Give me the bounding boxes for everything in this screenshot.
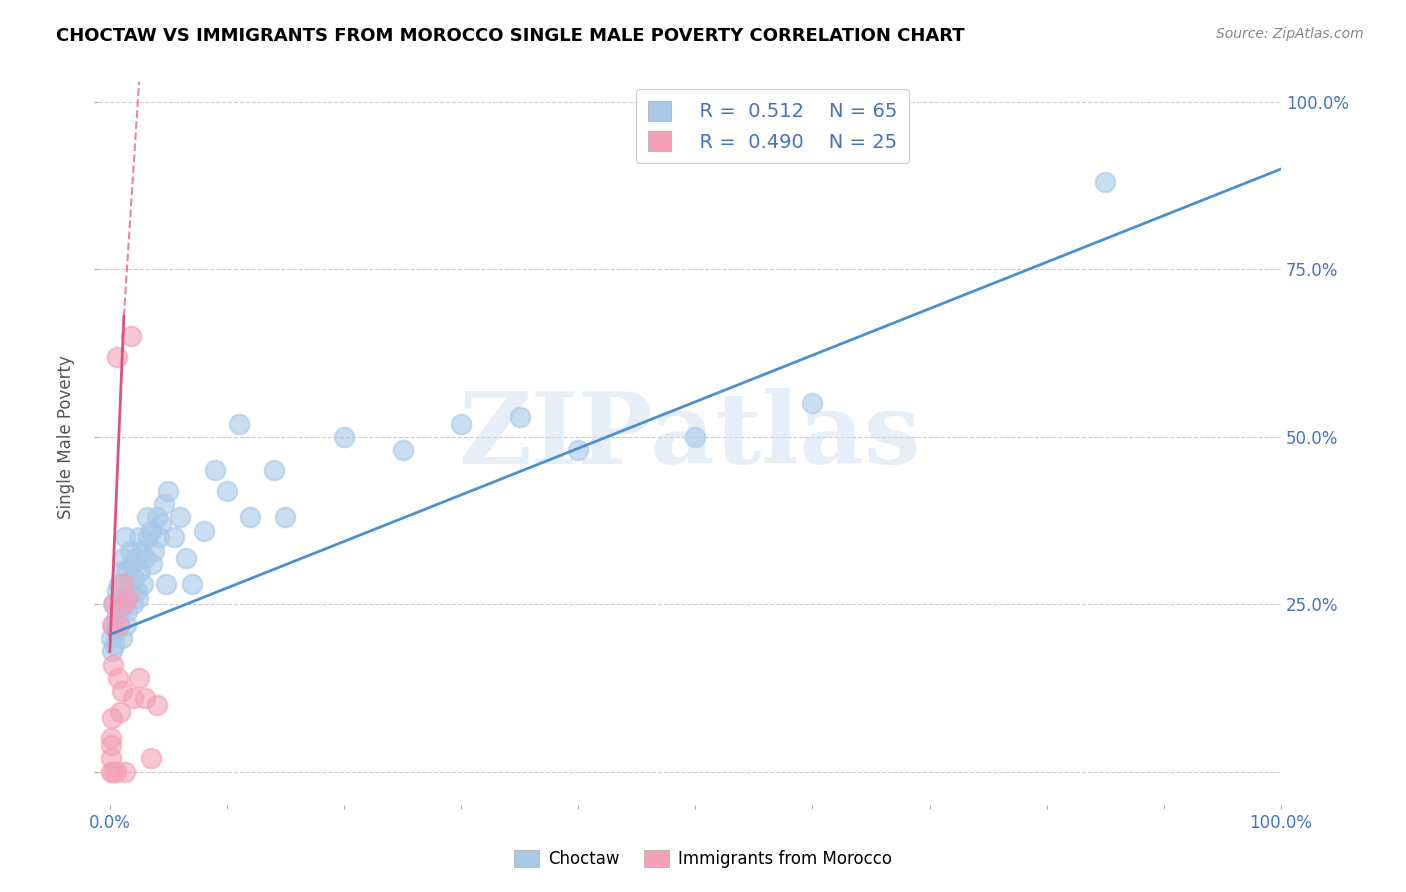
Point xyxy=(136,510,159,524)
Point xyxy=(239,510,262,524)
Point xyxy=(115,617,138,632)
Point xyxy=(104,624,127,639)
Point xyxy=(112,598,135,612)
Point xyxy=(145,698,167,712)
Point xyxy=(141,558,163,572)
Point xyxy=(111,577,134,591)
Point xyxy=(110,591,132,605)
Point xyxy=(134,550,156,565)
Point xyxy=(204,463,226,477)
Point xyxy=(509,409,531,424)
Point xyxy=(124,550,146,565)
Legend:   R =  0.512    N = 65,   R =  0.490    N = 25: R = 0.512 N = 65, R = 0.490 N = 25 xyxy=(636,89,908,163)
Point xyxy=(117,604,139,618)
Point xyxy=(112,598,135,612)
Point xyxy=(100,764,122,779)
Point xyxy=(801,396,824,410)
Point xyxy=(114,577,136,591)
Point xyxy=(152,497,174,511)
Point xyxy=(157,483,180,498)
Point xyxy=(131,577,153,591)
Point xyxy=(103,598,125,612)
Point xyxy=(139,524,162,538)
Text: ZIPatlas: ZIPatlas xyxy=(458,388,921,485)
Point xyxy=(215,483,238,498)
Point xyxy=(110,631,132,645)
Point xyxy=(228,417,250,431)
Point xyxy=(114,530,136,544)
Point xyxy=(134,691,156,706)
Point xyxy=(333,430,356,444)
Point xyxy=(127,591,149,605)
Point xyxy=(148,530,170,544)
Point xyxy=(155,577,177,591)
Point xyxy=(128,530,150,544)
Point xyxy=(139,751,162,765)
Point xyxy=(128,671,150,685)
Point xyxy=(129,564,152,578)
Point xyxy=(108,577,131,591)
Point xyxy=(163,530,186,544)
Point xyxy=(263,463,285,477)
Point xyxy=(100,731,122,746)
Point xyxy=(107,671,129,685)
Point xyxy=(103,638,125,652)
Point xyxy=(110,684,132,698)
Y-axis label: Single Male Poverty: Single Male Poverty xyxy=(58,355,75,519)
Point xyxy=(104,611,127,625)
Point xyxy=(117,591,139,605)
Point xyxy=(121,558,143,572)
Point xyxy=(101,644,124,658)
Point xyxy=(105,584,128,599)
Point xyxy=(193,524,215,538)
Point xyxy=(174,550,197,565)
Point xyxy=(101,711,124,725)
Point xyxy=(120,577,142,591)
Point xyxy=(103,617,125,632)
Point xyxy=(125,584,148,599)
Point xyxy=(117,584,139,599)
Point xyxy=(100,631,122,645)
Point xyxy=(101,617,124,632)
Point xyxy=(567,443,589,458)
Point xyxy=(107,604,129,618)
Text: Source: ZipAtlas.com: Source: ZipAtlas.com xyxy=(1216,27,1364,41)
Point xyxy=(122,691,145,706)
Point xyxy=(110,564,132,578)
Point xyxy=(100,751,122,765)
Point xyxy=(169,510,191,524)
Point xyxy=(150,516,173,531)
Point xyxy=(145,510,167,524)
Point xyxy=(117,564,139,578)
Point xyxy=(124,571,146,585)
Point xyxy=(110,705,132,719)
Point xyxy=(118,544,141,558)
Point xyxy=(104,764,127,779)
Point xyxy=(105,350,128,364)
Point xyxy=(685,430,707,444)
Point xyxy=(103,764,125,779)
Point xyxy=(1094,175,1116,189)
Point xyxy=(450,417,472,431)
Point xyxy=(108,617,131,632)
Point xyxy=(100,738,122,752)
Point xyxy=(114,764,136,779)
Point xyxy=(143,544,166,558)
Point xyxy=(274,510,297,524)
Point xyxy=(131,544,153,558)
Point xyxy=(180,577,202,591)
Legend: Choctaw, Immigrants from Morocco: Choctaw, Immigrants from Morocco xyxy=(508,843,898,875)
Text: CHOCTAW VS IMMIGRANTS FROM MOROCCO SINGLE MALE POVERTY CORRELATION CHART: CHOCTAW VS IMMIGRANTS FROM MOROCCO SINGL… xyxy=(56,27,965,45)
Point xyxy=(103,657,125,672)
Point xyxy=(120,329,142,343)
Point xyxy=(122,598,145,612)
Point xyxy=(138,530,160,544)
Point xyxy=(391,443,413,458)
Point xyxy=(108,617,131,632)
Point xyxy=(111,550,134,565)
Point xyxy=(103,598,125,612)
